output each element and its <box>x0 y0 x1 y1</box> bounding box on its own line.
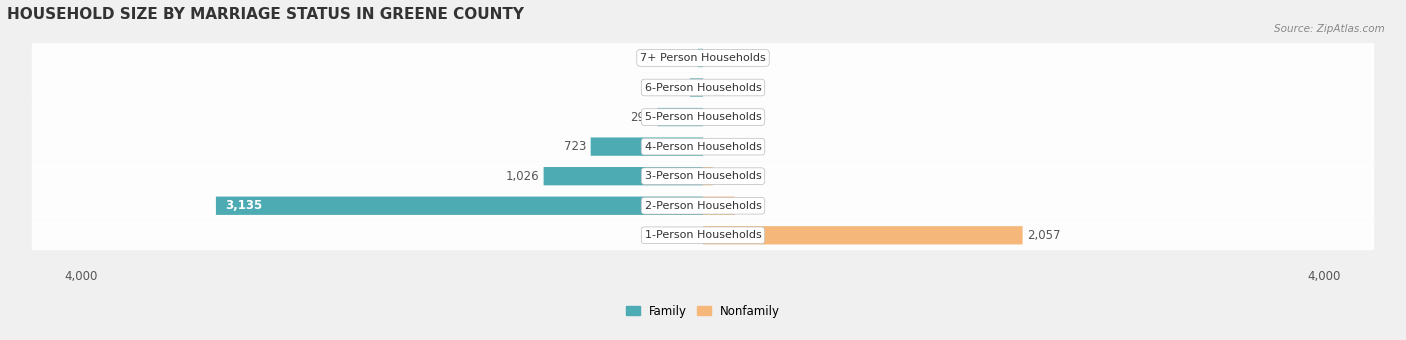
FancyBboxPatch shape <box>591 137 703 156</box>
FancyBboxPatch shape <box>690 78 703 97</box>
Text: 6-Person Households: 6-Person Households <box>644 83 762 92</box>
Text: 2-Person Households: 2-Person Households <box>644 201 762 211</box>
Text: 5-Person Households: 5-Person Households <box>644 112 762 122</box>
Text: 3,135: 3,135 <box>225 199 263 212</box>
FancyBboxPatch shape <box>544 167 703 185</box>
FancyBboxPatch shape <box>703 226 1022 244</box>
FancyBboxPatch shape <box>217 197 703 215</box>
Text: HOUSEHOLD SIZE BY MARRIAGE STATUS IN GREENE COUNTY: HOUSEHOLD SIZE BY MARRIAGE STATUS IN GRE… <box>7 7 524 22</box>
Text: 34: 34 <box>678 51 693 65</box>
Text: 723: 723 <box>564 140 586 153</box>
FancyBboxPatch shape <box>32 43 1374 73</box>
Text: 1,026: 1,026 <box>505 170 538 183</box>
Text: 63: 63 <box>717 170 733 183</box>
Text: 4-Person Households: 4-Person Households <box>644 142 762 152</box>
FancyBboxPatch shape <box>697 49 703 67</box>
FancyBboxPatch shape <box>32 221 1374 250</box>
Legend: Family, Nonfamily: Family, Nonfamily <box>621 300 785 323</box>
FancyBboxPatch shape <box>703 167 713 185</box>
Text: 0: 0 <box>690 229 699 242</box>
Text: 0: 0 <box>707 110 716 123</box>
FancyBboxPatch shape <box>703 197 734 215</box>
FancyBboxPatch shape <box>658 108 703 126</box>
FancyBboxPatch shape <box>32 73 1374 102</box>
Text: 292: 292 <box>630 110 652 123</box>
FancyBboxPatch shape <box>32 191 1374 221</box>
Text: 0: 0 <box>707 51 716 65</box>
Text: 1-Person Households: 1-Person Households <box>644 230 762 240</box>
FancyBboxPatch shape <box>32 162 1374 191</box>
FancyBboxPatch shape <box>32 132 1374 162</box>
Text: 7+ Person Households: 7+ Person Households <box>640 53 766 63</box>
FancyBboxPatch shape <box>32 102 1374 132</box>
Text: 0: 0 <box>707 81 716 94</box>
Text: 203: 203 <box>740 199 762 212</box>
Text: 2,057: 2,057 <box>1028 229 1060 242</box>
Text: 3-Person Households: 3-Person Households <box>644 171 762 181</box>
Text: 0: 0 <box>707 140 716 153</box>
Text: Source: ZipAtlas.com: Source: ZipAtlas.com <box>1274 24 1385 34</box>
Text: 84: 84 <box>671 81 685 94</box>
